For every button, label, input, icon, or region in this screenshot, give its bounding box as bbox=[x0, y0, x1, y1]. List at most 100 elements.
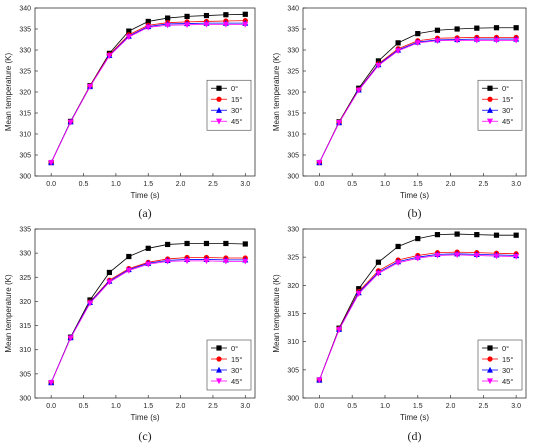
legend-marker bbox=[216, 356, 222, 362]
y-tick-label: 300 bbox=[287, 396, 299, 403]
x-tick-label: 3.0 bbox=[240, 403, 250, 410]
data-point bbox=[513, 25, 519, 31]
data-point bbox=[48, 379, 55, 386]
legend-marker bbox=[487, 378, 493, 385]
y-tick-label: 325 bbox=[19, 69, 31, 76]
legend-label: 30° bbox=[502, 366, 513, 375]
data-point bbox=[106, 279, 113, 286]
data-point bbox=[434, 38, 441, 44]
legend-box bbox=[477, 79, 523, 131]
chart-panel-b: 0.0 0.5 1.0 1.5 2.0 2.5 3.0 300 305 310 315 320 325 3… bbox=[272, 6, 527, 220]
data-point bbox=[336, 327, 343, 334]
y-tick-label: 305 bbox=[19, 153, 31, 160]
x-axis-label: Time (s) bbox=[130, 413, 159, 422]
legend-label: 0° bbox=[231, 84, 238, 93]
y-tick-label: 300 bbox=[19, 174, 31, 181]
data-point bbox=[145, 18, 151, 25]
data-point bbox=[106, 269, 113, 276]
data-point bbox=[67, 119, 74, 126]
data-point bbox=[203, 258, 210, 265]
legend-label: 45° bbox=[231, 117, 242, 126]
legend-label: 15° bbox=[502, 355, 513, 364]
panel-caption: (c) bbox=[138, 429, 151, 443]
legend-label: 15° bbox=[231, 355, 242, 364]
data-point bbox=[395, 48, 402, 55]
data-point bbox=[336, 120, 343, 126]
data-point bbox=[145, 261, 152, 268]
x-tick-label: 2.0 bbox=[176, 181, 186, 188]
plot-frame bbox=[34, 228, 256, 399]
legend-label: 45° bbox=[502, 377, 513, 386]
x-tick-label: 2.5 bbox=[208, 403, 218, 410]
series-3 bbox=[48, 21, 249, 166]
data-point bbox=[473, 37, 480, 44]
data-point bbox=[125, 34, 132, 41]
legend-label: 30° bbox=[502, 106, 513, 115]
y-tick-label: 300 bbox=[287, 174, 299, 181]
data-point bbox=[184, 22, 191, 28]
x-tick-label: 2.5 bbox=[208, 181, 218, 188]
y-tick-label: 325 bbox=[19, 275, 31, 282]
data-point bbox=[513, 37, 520, 44]
data-point bbox=[242, 21, 249, 28]
x-tick-label: 2.0 bbox=[176, 403, 186, 410]
data-point bbox=[164, 22, 171, 29]
data-point bbox=[356, 286, 362, 292]
y-tick-label: 335 bbox=[19, 27, 31, 34]
x-tick-label: 0.5 bbox=[347, 181, 357, 188]
x-tick-label: 1.5 bbox=[143, 181, 153, 188]
panel-caption: (d) bbox=[408, 429, 422, 443]
data-point bbox=[242, 11, 248, 17]
legend-marker bbox=[487, 107, 493, 113]
legend-marker bbox=[487, 96, 493, 102]
chart-panel-d: 0.0 0.5 1.0 1.5 2.0 2.5 3.0 300 305 310 315 320 325 3… bbox=[272, 227, 527, 443]
legend-label: 15° bbox=[502, 95, 513, 104]
data-point bbox=[222, 21, 229, 28]
data-point bbox=[415, 31, 421, 37]
x-axis-label: Time (s) bbox=[400, 191, 429, 200]
x-tick-label: 1.5 bbox=[143, 403, 153, 410]
legend-marker bbox=[487, 345, 493, 351]
x-tick-label: 0.0 bbox=[46, 403, 56, 410]
x-tick-label: 2.5 bbox=[479, 181, 489, 188]
data-point bbox=[493, 25, 500, 31]
y-tick-label: 315 bbox=[19, 323, 31, 330]
legend-marker bbox=[216, 378, 222, 385]
data-point bbox=[375, 270, 382, 277]
x-tick-label: 1.5 bbox=[413, 403, 423, 410]
data-point bbox=[126, 253, 132, 260]
x-tick-label: 1.0 bbox=[380, 181, 390, 188]
chart-panel-a: 0.0 0.5 1.0 1.5 2.0 2.5 3.0 300 305 310 315 320 325 3… bbox=[4, 6, 256, 220]
x-axis-label: Time (s) bbox=[130, 191, 159, 200]
y-tick-label: 305 bbox=[19, 371, 31, 378]
data-point bbox=[203, 21, 210, 28]
data-point bbox=[67, 335, 74, 342]
legend: 0° 15° 30° 45° bbox=[206, 79, 252, 131]
data-point bbox=[223, 12, 229, 18]
y-tick-label: 310 bbox=[19, 132, 31, 139]
legend-marker bbox=[487, 118, 493, 125]
y-tick-label: 315 bbox=[287, 111, 299, 118]
y-axis-label: Mean temperature (K) bbox=[272, 274, 281, 353]
y-tick-label: 325 bbox=[287, 255, 299, 262]
y-axis-label: Mean temperature (K) bbox=[4, 274, 13, 353]
y-tick-label: 335 bbox=[287, 27, 299, 34]
data-point bbox=[184, 13, 190, 19]
data-point bbox=[165, 241, 171, 248]
y-tick-label: 320 bbox=[287, 90, 299, 97]
data-point bbox=[145, 24, 152, 31]
y-tick-label: 310 bbox=[19, 347, 31, 354]
data-point bbox=[126, 28, 132, 34]
legend-label: 0° bbox=[231, 344, 238, 353]
data-point bbox=[223, 240, 229, 247]
data-point bbox=[513, 232, 519, 238]
panel-caption: (b) bbox=[408, 206, 422, 220]
x-tick-label: 0.5 bbox=[79, 181, 89, 188]
data-point bbox=[434, 232, 441, 238]
legend-label: 0° bbox=[502, 344, 509, 353]
data-point bbox=[242, 258, 249, 265]
y-tick-label: 320 bbox=[19, 299, 31, 306]
data-point bbox=[493, 37, 500, 44]
legend-marker bbox=[216, 96, 222, 102]
x-tick-label: 1.0 bbox=[111, 181, 121, 188]
